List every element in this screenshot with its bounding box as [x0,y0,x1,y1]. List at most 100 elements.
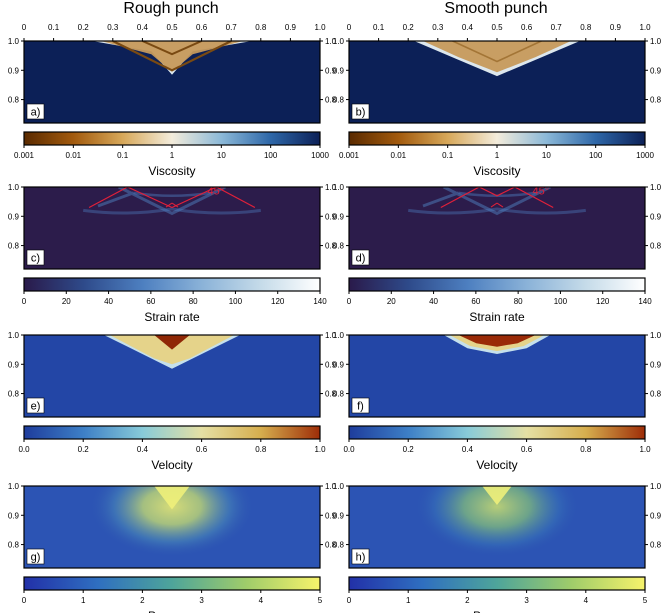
colorbar-tick-label: 0.4 [462,445,474,454]
colorbar-tick-label: 0.8 [255,445,267,454]
y-tick-label: 0.8 [8,96,20,105]
x-tick-label: 0.4 [462,23,474,32]
colorbar-label: Velocity [476,458,517,472]
panel-frame [23,485,321,569]
colorbar-tick-label: 0 [22,596,27,605]
angle-annotation: 45° [533,185,550,197]
colorbar-tick-label: 0.0 [18,445,30,454]
colorbar [23,576,321,591]
colorbar-tick-label: 4 [259,596,264,605]
colorbar-label: Pressure [473,609,521,613]
velocity-moving-block [109,335,235,365]
panel-label: h) [356,552,366,564]
panel-label: e) [31,401,41,413]
panel-label-box [26,397,45,414]
colorbar-label: Strain rate [144,310,200,324]
panel-frame [23,334,321,418]
colorbar-tick-label: 0.6 [521,445,533,454]
panel-label-box [351,548,370,565]
colorbar-tick-label: 20 [62,297,71,306]
y-tick-label: 0.8 [333,541,345,550]
colorbar-tick-label: 120 [596,297,610,306]
colorbar-tick-label: 3 [524,596,529,605]
colorbar-tick-label: 1000 [636,151,654,160]
y-tick-label: 0.8 [650,242,662,251]
y-tick-label: 0.9 [650,66,662,75]
colorbar-tick-label: 0.001 [14,151,35,160]
x-tick-label: 0.1 [373,23,385,32]
reference-45deg-lines [88,187,256,209]
colorbar-tick-label: 0.001 [339,151,360,160]
colorbar-tick-label: 0 [347,596,352,605]
y-tick-label: 1.0 [333,331,345,340]
y-tick-label: 0.8 [650,541,662,550]
panel-label: b) [356,107,366,119]
y-tick-label: 1.0 [650,183,662,192]
colorbar [23,131,321,146]
panel-label: g) [31,552,41,564]
y-tick-label: 1.0 [325,331,337,340]
colorbar-tick-label: 40 [104,297,113,306]
viscosity-weak-zone [423,41,571,73]
y-tick-label: 0.8 [325,242,337,251]
x-tick-label: 0.2 [403,23,415,32]
colorbar-tick-label: 1.0 [639,445,651,454]
x-tick-label: 0.8 [255,23,267,32]
x-tick-label: 0.9 [610,23,622,32]
colorbar-tick-label: 1 [406,596,411,605]
colorbar [348,576,646,591]
y-tick-label: 1.0 [8,183,20,192]
field-layer [443,335,551,354]
colorbar-tick-label: 100 [589,151,603,160]
panel-label-box [351,249,370,266]
colorbar-tick-label: 0 [22,297,27,306]
colorbar-tick-label: 0.6 [196,445,208,454]
colorbar-tick-label: 2 [465,596,470,605]
colorbar [23,425,321,440]
y-tick-label: 1.0 [333,183,345,192]
colorbar-tick-label: 0.01 [391,151,407,160]
y-tick-label: 0.8 [8,390,20,399]
colorbar-label: Velocity [151,458,192,472]
y-tick-label: 0.8 [650,390,662,399]
y-tick-label: 1.0 [8,37,20,46]
colorbar-tick-label: 40 [429,297,438,306]
panel-background [24,187,320,269]
velocity-rigid-wedge [154,335,190,350]
colorbar-tick-label: 1 [81,596,86,605]
y-tick-label: 0.8 [333,390,345,399]
x-tick-label: 0.6 [196,23,208,32]
colorbar-label: Pressure [148,609,196,613]
colorbar-tick-label: 100 [264,151,278,160]
colorbar-tick-label: 80 [189,297,198,306]
field-layer [83,187,261,216]
colorbar-tick-label: 0.8 [580,445,592,454]
panel-background [349,187,645,269]
y-tick-label: 0.9 [333,360,345,369]
column-title-rough: Rough punch [123,0,218,17]
y-tick-label: 1.0 [325,183,337,192]
pressure-peak [154,486,190,510]
y-tick-label: 1.0 [8,482,20,491]
x-tick-label: 0 [347,23,352,32]
panel-label: a) [31,107,41,119]
colorbar [348,425,646,440]
colorbar-tick-label: 60 [471,297,480,306]
colorbar-tick-label: 4 [584,596,589,605]
velocity-rigid-wedge [458,335,536,347]
y-tick-label: 0.9 [650,511,662,520]
field-layer [408,187,586,216]
y-tick-label: 0.8 [325,541,337,550]
y-tick-label: 0.8 [8,242,20,251]
x-tick-label: 0.5 [166,23,178,32]
y-tick-label: 0.9 [8,511,20,520]
panel-label-box [26,548,45,565]
x-tick-label: 1.0 [314,23,326,32]
colorbar-tick-label: 100 [554,297,568,306]
y-tick-label: 0.9 [8,360,20,369]
panel-label-box [351,397,370,414]
panel-frame [348,186,646,270]
viscosity-shear-band [112,41,232,72]
y-tick-label: 0.9 [325,511,337,520]
